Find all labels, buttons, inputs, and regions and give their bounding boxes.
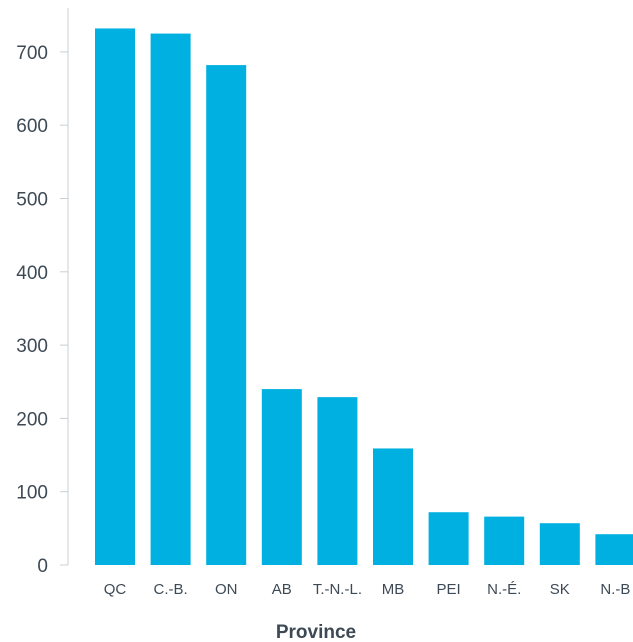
y-tick-label: 700 bbox=[16, 43, 48, 64]
bar-N.-B bbox=[595, 534, 633, 565]
bars bbox=[95, 28, 633, 566]
x-tick-label: QC bbox=[104, 581, 127, 598]
bar-AB bbox=[261, 389, 302, 565]
x-tick-label: N.-É. bbox=[487, 581, 521, 598]
bar-SK bbox=[539, 523, 580, 565]
x-tick-label: N.-B bbox=[600, 581, 630, 598]
x-axis-title: Province bbox=[276, 622, 356, 642]
x-tick-label: SK bbox=[550, 581, 570, 598]
y-tick-label: 100 bbox=[16, 483, 48, 504]
y-tick-label: 400 bbox=[16, 263, 48, 284]
bar-C.-B. bbox=[150, 33, 191, 565]
y-tick-label: 200 bbox=[16, 409, 48, 430]
y-tick-label: 500 bbox=[16, 190, 48, 211]
x-tick-label: PEI bbox=[437, 581, 461, 598]
y-tick-label: 0 bbox=[37, 556, 48, 577]
y-axis-ticks: 0 100 200 300 400 500 600 700 bbox=[16, 43, 68, 577]
x-tick-label: C.-B. bbox=[154, 581, 188, 598]
bar-PEI bbox=[428, 512, 469, 565]
x-tick-label: T.-N.-L. bbox=[313, 581, 362, 598]
y-tick-label: 300 bbox=[16, 336, 48, 357]
bar-ON bbox=[206, 65, 247, 566]
x-axis-labels: QC C.-B. ON AB T.-N.-L. MB PEI N.-É. SK N.-B bbox=[104, 581, 631, 598]
x-tick-label: MB bbox=[382, 581, 405, 598]
bar-T.-N.-L. bbox=[317, 397, 358, 565]
bar-QC bbox=[95, 28, 135, 566]
bar-N.-É. bbox=[484, 516, 525, 565]
y-tick-label: 600 bbox=[16, 116, 48, 137]
x-tick-label: ON bbox=[215, 581, 238, 598]
x-tick-label: AB bbox=[272, 581, 292, 598]
bar-MB bbox=[373, 448, 413, 565]
